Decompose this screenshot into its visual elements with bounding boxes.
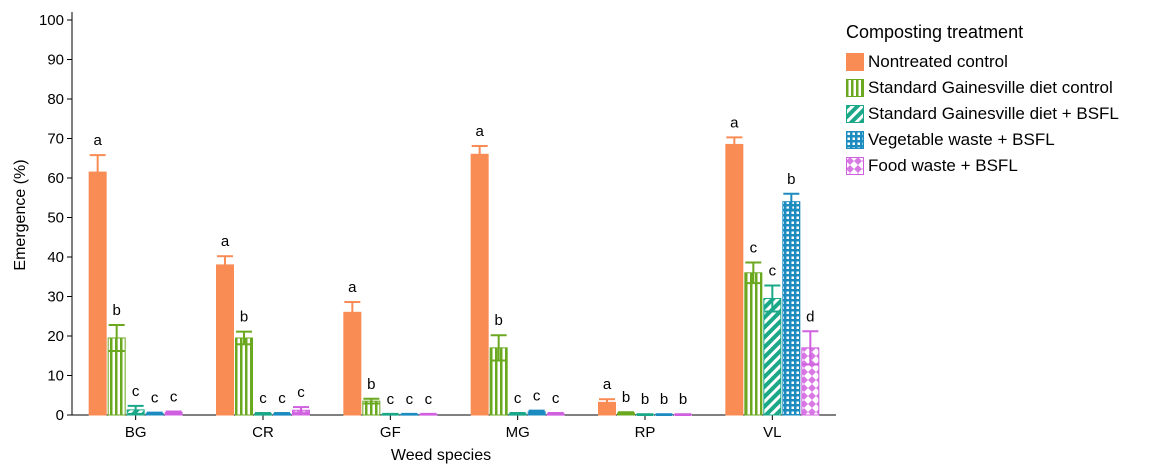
y-tick-label: 20 — [47, 328, 64, 345]
significance-letter: b — [367, 376, 375, 393]
legend-label: Standard Gainesville diet + BSFL — [868, 104, 1119, 123]
significance-letter: a — [603, 376, 612, 393]
y-tick-label: 70 — [47, 131, 64, 148]
legend-swatch — [846, 79, 864, 97]
significance-letter: c — [297, 384, 305, 401]
y-axis-label: Emergence (%) — [12, 159, 29, 270]
y-tick-label: 40 — [47, 249, 64, 266]
legend-item: Standard Gainesville diet + BSFL — [846, 101, 1166, 127]
bar-group-gf: abc c c — [343, 279, 438, 416]
y-tick-label: 30 — [47, 289, 64, 306]
x-axis: BG CR GF MG RP VL — [72, 414, 836, 441]
significance-letter: c — [406, 391, 414, 408]
significance-letter: c — [514, 390, 522, 407]
legend-title: Composting treatment — [846, 22, 1024, 42]
y-tick-label: 10 — [47, 368, 64, 385]
bar-group-vl: a cc b d — [725, 114, 820, 416]
significance-letter: c — [170, 388, 178, 405]
significance-letter: a — [221, 233, 230, 250]
significance-letter: b — [494, 312, 502, 329]
legend: Composting treatment Nontreated control S… — [846, 22, 1166, 179]
significance-letter: a — [730, 114, 739, 131]
significance-letter: c — [151, 390, 159, 407]
significance-letter: c — [387, 391, 395, 408]
bar-group-bg: abc c c — [88, 132, 183, 416]
legend-item: Vegetable waste + BSFL — [846, 127, 1166, 153]
legend-items: Nontreated control Standard Gainesville d… — [846, 49, 1166, 179]
significance-letter: b — [679, 391, 687, 408]
bar — [343, 311, 362, 416]
significance-letter: b — [660, 391, 668, 408]
significance-letter: b — [112, 302, 120, 319]
significance-letter: c — [425, 391, 433, 408]
x-tick-label: GF — [380, 424, 401, 441]
significance-letter: a — [475, 123, 484, 140]
y-tick-label: 60 — [47, 170, 64, 187]
legend-label: Standard Gainesville diet control — [868, 78, 1113, 97]
x-tick-label: VL — [763, 424, 781, 441]
significance-letter: a — [348, 279, 357, 296]
bar-group-mg: abc c c — [470, 123, 565, 416]
y-tick-label: 0 — [56, 407, 64, 424]
bar — [744, 272, 763, 416]
bar — [763, 297, 782, 416]
significance-letter: c — [278, 390, 286, 407]
significance-letter: c — [132, 383, 140, 400]
significance-letter: c — [750, 240, 758, 257]
y-tick-label: 80 — [47, 91, 64, 108]
legend-swatch — [846, 105, 864, 123]
bar — [470, 153, 489, 416]
y-axis: 0 10 20 30 40 50 60 70 80 90 100 — [39, 12, 73, 424]
significance-letter: b — [622, 389, 630, 406]
y-tick-label: 50 — [47, 210, 64, 227]
significance-letter: a — [93, 132, 102, 149]
bar — [235, 337, 253, 416]
significance-letter: b — [787, 171, 795, 188]
bar — [88, 171, 107, 416]
legend-label: Vegetable waste + BSFL — [868, 130, 1055, 149]
significance-letter: d — [806, 308, 814, 325]
significance-letter: b — [641, 391, 649, 408]
significance-letter: c — [552, 390, 560, 407]
legend-swatch — [846, 131, 864, 149]
bar — [216, 264, 234, 416]
x-tick-label: BG — [125, 424, 147, 441]
x-tick-label: MG — [506, 424, 530, 441]
y-tick-label: 100 — [39, 12, 64, 29]
legend-item: Standard Gainesville diet control — [846, 75, 1166, 101]
significance-letter: b — [240, 309, 248, 326]
legend-swatch — [846, 157, 864, 175]
x-tick-label: CR — [252, 424, 274, 441]
bar-group-cr: abc c c — [216, 233, 310, 416]
legend-item: Nontreated control — [846, 49, 1166, 75]
legend-label: Nontreated control — [868, 52, 1008, 71]
x-tick-label: RP — [635, 424, 656, 441]
significance-letter: c — [769, 262, 777, 279]
x-axis-label: Weed species — [391, 447, 491, 464]
legend-label: Food waste + BSFL — [868, 156, 1018, 175]
bar — [725, 143, 744, 416]
legend-item: Food waste + BSFL — [846, 153, 1166, 179]
significance-letter: c — [259, 390, 267, 407]
significance-letter: c — [533, 388, 541, 405]
bar-group-rp: ab b b b — [598, 376, 692, 416]
y-tick-label: 90 — [47, 52, 64, 69]
bar — [782, 201, 801, 416]
legend-swatch — [846, 53, 864, 71]
